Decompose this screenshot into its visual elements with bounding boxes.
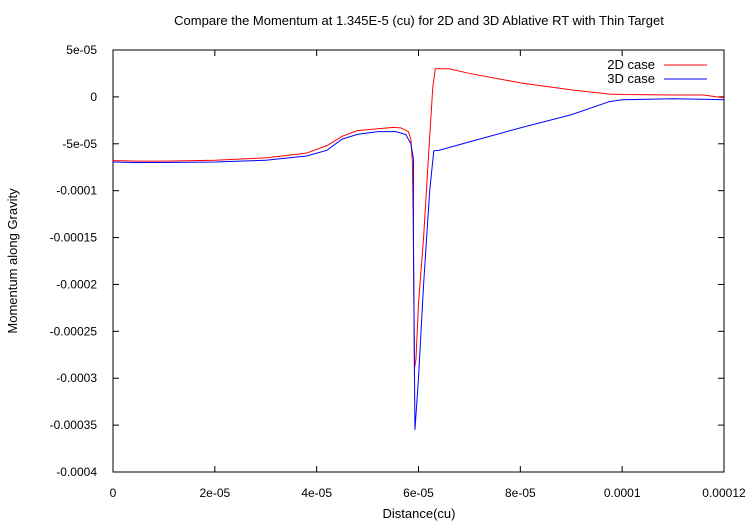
chart-title: Compare the Momentum at 1.345E-5 (cu) fo… xyxy=(174,13,664,28)
x-axis-ticks: 0 2e-05 4e-05 6e-05 8e-05 0.0001 0.00012 xyxy=(110,50,746,500)
y-tick-label: 0 xyxy=(90,90,97,104)
legend-label-2d-case: 2D case xyxy=(607,57,655,72)
y-tick-label: -0.0001 xyxy=(56,184,97,198)
x-axis-label: Distance(cu) xyxy=(383,506,456,521)
y-tick-label: -0.00015 xyxy=(50,231,98,245)
y-tick-label: -5e-05 xyxy=(62,137,97,151)
y-tick-label: -0.0003 xyxy=(56,371,97,385)
legend-label-3d-case: 3D case xyxy=(607,71,655,86)
series-layer xyxy=(112,68,725,430)
x-tick-label: 6e-05 xyxy=(403,486,434,500)
x-tick-label: 2e-05 xyxy=(199,486,230,500)
y-tick-label: -0.0002 xyxy=(56,277,97,291)
x-tick-label: 0.0001 xyxy=(604,486,641,500)
x-tick-label: 0 xyxy=(110,486,117,500)
y-tick-label: 5e-05 xyxy=(66,43,97,57)
y-tick-label: -0.0004 xyxy=(56,465,97,479)
series-line-2d-case xyxy=(112,68,725,369)
series-line-3d-case xyxy=(112,98,725,430)
x-tick-label: 4e-05 xyxy=(301,486,332,500)
y-axis-label: Momentum along Gravity xyxy=(5,188,20,334)
y-tick-label: -0.00025 xyxy=(50,324,98,338)
y-tick-label: -0.00035 xyxy=(50,418,98,432)
x-tick-label: 0.00012 xyxy=(702,486,746,500)
x-tick-label: 8e-05 xyxy=(505,486,536,500)
y-axis-ticks: 5e-05 0 -5e-05 -0.0001 -0.00015 -0.0002 -0.000… xyxy=(50,43,724,479)
plot-frame xyxy=(112,49,725,473)
